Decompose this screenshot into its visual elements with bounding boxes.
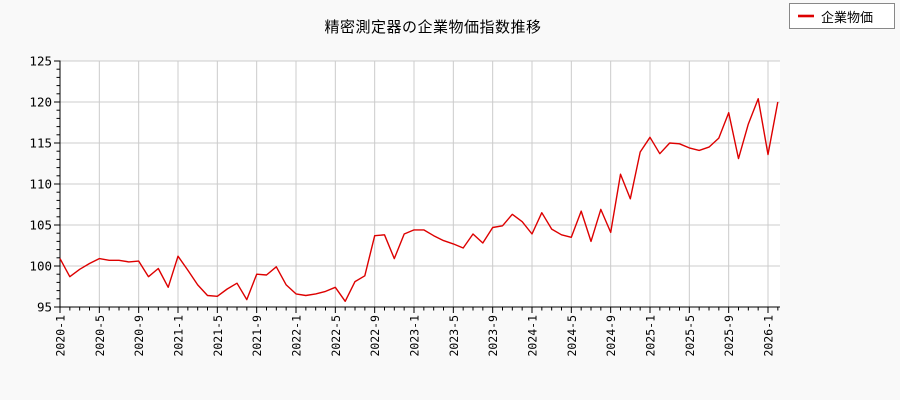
y-tick-label: 115 xyxy=(29,136,52,151)
x-tick-label: 2022-9 xyxy=(368,315,382,357)
x-tick-label: 2025-9 xyxy=(722,315,736,357)
x-tick-label: 2020-9 xyxy=(132,315,146,357)
x-tick-label: 2026-1 xyxy=(762,315,776,357)
x-tick-label: 2023-5 xyxy=(447,315,461,357)
x-tick-label: 2023-9 xyxy=(486,315,500,357)
y-tick-label: 120 xyxy=(29,95,52,110)
x-tick-label: 2024-5 xyxy=(565,315,579,357)
x-tick-label: 2021-1 xyxy=(172,315,186,357)
y-tick-label: 100 xyxy=(29,259,52,274)
y-tick-label: 125 xyxy=(29,54,52,69)
y-tick-label: 110 xyxy=(29,177,52,192)
x-tick-label: 2024-1 xyxy=(526,315,540,357)
legend-label: 企業物価 xyxy=(821,10,874,26)
legend-line-marker xyxy=(798,14,814,18)
x-tick-label: 2021-5 xyxy=(211,315,225,357)
price-index-line xyxy=(59,97,779,302)
x-tick-label: 2025-5 xyxy=(683,315,697,357)
y-tick-label: 95 xyxy=(37,300,52,315)
x-tick-label: 2023-1 xyxy=(408,315,422,357)
x-tick-label: 2020-1 xyxy=(54,315,68,357)
x-tick-label: 2021-9 xyxy=(250,315,264,357)
chart-title: 精密測定器の企業物価指数推移 xyxy=(324,18,542,36)
x-tick-label: 2022-1 xyxy=(290,315,304,357)
x-tick-label: 2025-1 xyxy=(644,315,658,357)
legend-box: 企業物価 xyxy=(789,3,895,29)
x-tick-label: 2022-5 xyxy=(329,315,343,357)
y-tick-label: 105 xyxy=(29,218,52,233)
x-tick-label: 2024-9 xyxy=(604,315,618,357)
x-tick-label: 2020-5 xyxy=(93,315,107,357)
